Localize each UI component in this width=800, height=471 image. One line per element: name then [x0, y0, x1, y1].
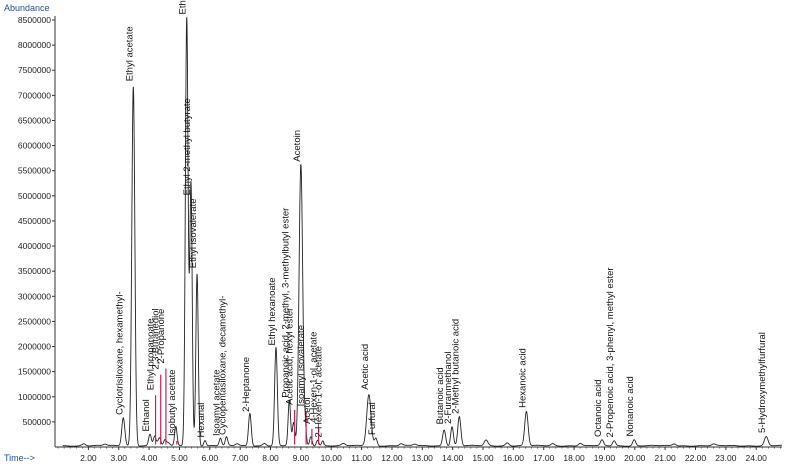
peak-label-nonanoic-acid: Nonanoic acid	[625, 376, 636, 436]
x-tick-label: 21.00	[654, 453, 676, 463]
y-tick-label: 4000000	[18, 241, 51, 251]
x-tick-label: 9.00	[293, 453, 310, 463]
x-tick-label: 22.00	[685, 453, 707, 463]
y-tick-label: 500000	[23, 417, 52, 427]
chromatogram-trace	[62, 16, 782, 447]
peak-label-hexanoic-acid: Hexanoic acid	[517, 348, 528, 408]
x-tick-label: 16.00	[503, 453, 525, 463]
peak-label-isoamyl-acetate: Isoamyl acetate	[211, 369, 222, 436]
trace-layer	[62, 16, 782, 447]
y-tick-label: 5000000	[18, 191, 51, 201]
x-tick-label: 23.00	[715, 453, 737, 463]
peak-label-ethyl-2-methyl-butyrate: Ethyl 2-methyl butyrate	[182, 98, 193, 195]
x-tick-label: 6.00	[202, 453, 219, 463]
peak-label-acetic-acid-hexyl-ester: Acetic acid, hexyl ester	[285, 308, 296, 405]
peak-label-isoamyl-isovalerate: Isoamyl isovalerate	[296, 325, 307, 406]
peak-label-hexanal: Hexanal	[196, 403, 207, 438]
peak-label-acetic-acid: Acetic acid	[360, 344, 371, 390]
peak-label-ethyl-propanoate: Ethyl propanoate	[146, 318, 157, 390]
x-tick-label: 14.00	[442, 453, 464, 463]
peak-label-isobutyl-acetate: Isobutyl acetate	[167, 369, 178, 436]
y-tick-label: 6000000	[18, 141, 51, 151]
x-tick-label: 12.00	[381, 453, 403, 463]
x-tick-label: 4.00	[141, 453, 158, 463]
peak-label-2-furanmethanol: 2-Furanmethanol	[443, 352, 454, 424]
peak-label-2-propanone: 2-Propanone	[156, 309, 167, 364]
peak-label-ethyl-butyrate: Ethyl butyrate	[178, 0, 189, 14]
peak-label-2-3-butanediol: 2,3-Butanediol	[151, 308, 162, 369]
peak-label-ethyl-isovalerate: Ethyl isovalerate	[188, 198, 199, 268]
x-tick-label: 2.00	[80, 453, 97, 463]
peak-label-2-hexen-1-ol-acetate: 2-Hexen-1-ol, acetate	[314, 346, 325, 437]
peak-label-butanoic-acid: Butanoic acid	[435, 367, 446, 424]
axes: 500000 1000000 1500000 2000000 2500000 300000…	[18, 15, 782, 463]
y-tick-label: 1500000	[18, 367, 51, 377]
peak-label-ethyl-acetate: Ethyl acetate	[124, 26, 135, 81]
x-tick-label: 11.00	[351, 453, 372, 463]
peak-label-ethanol: Ethanol	[141, 399, 152, 431]
peak-label-acetol: Acetol	[302, 397, 313, 423]
x-tick-label: 17.00	[533, 453, 555, 463]
peak-label-2-propenoic-acid-3-phenyl-methyl-ester: 2-Propenoic acid, 3-phenyl, methyl ester	[605, 267, 616, 437]
peak-label-cyclotrisiloxane-hexamethyl: Cyclotrisiloxane, hexamethyl-	[114, 291, 125, 415]
x-axis-title: Time-->	[4, 453, 35, 463]
x-tick-label: 20.00	[624, 453, 646, 463]
x-tick-label: 3.00	[110, 453, 127, 463]
peak-label-ethyl-hexanoate: Ethyl hexanoate	[267, 277, 278, 345]
peak-label-furfural: Furfural	[367, 402, 378, 435]
x-tick-label: 7.00	[232, 453, 249, 463]
x-tick-label: 24.00	[746, 453, 768, 463]
y-tick-label: 8000000	[18, 40, 51, 50]
x-tick-label: 5.00	[171, 453, 188, 463]
y-tick-label: 5500000	[18, 166, 51, 176]
y-tick-label: 1000000	[18, 392, 51, 402]
y-tick-label: 7500000	[18, 65, 51, 75]
x-tick-label: 19.00	[594, 453, 616, 463]
peak-label-2-heptanone: 2-Heptanone	[241, 357, 252, 412]
x-tick-label: 18.00	[563, 453, 585, 463]
x-tick-label: 10.00	[321, 453, 343, 463]
x-tick-label: 13.00	[412, 453, 434, 463]
x-tick-label: 15.00	[472, 453, 494, 463]
y-tick-label: 8500000	[18, 15, 51, 25]
y-tick-label: 7000000	[18, 90, 51, 100]
y-axis-title: Abundance	[4, 3, 50, 13]
peak-label-5-hydroxymethylfurfural: 5-Hydroxymethylfurfural	[757, 332, 768, 433]
x-tick-label: 8.00	[262, 453, 279, 463]
peak-labels-layer: Cyclotrisiloxane, hexamethyl- Ethyl aceta…	[114, 0, 768, 445]
peak-label-cyclopentasiloxane-decamethyl: Cyclopentasiloxane, decamethyl-	[218, 296, 229, 435]
peak-label-propanoic-acid-2-methyl-3-methylbutyl-ester: Propanoic acid, 2-methyl, 3-methylbutyl …	[280, 208, 291, 398]
y-tick-label: 2000000	[18, 342, 51, 352]
peak-label-2-methyl-butanoic-acid: 2-Methyl butanoic acid	[450, 319, 461, 414]
y-tick-label: 4500000	[18, 216, 51, 226]
y-tick-label: 3000000	[18, 291, 51, 301]
y-tick-label: 6500000	[18, 115, 51, 125]
peak-label-acetoin: Acetoin	[292, 130, 303, 162]
peak-label-octanoic-acid: Octanoic acid	[593, 379, 604, 437]
y-tick-label: 3500000	[18, 266, 51, 276]
peak-label-4-hexen-1-ol-acetate: 4-Hexen-1-ol, acetate	[309, 332, 320, 423]
y-tick-label: 2500000	[18, 316, 51, 326]
